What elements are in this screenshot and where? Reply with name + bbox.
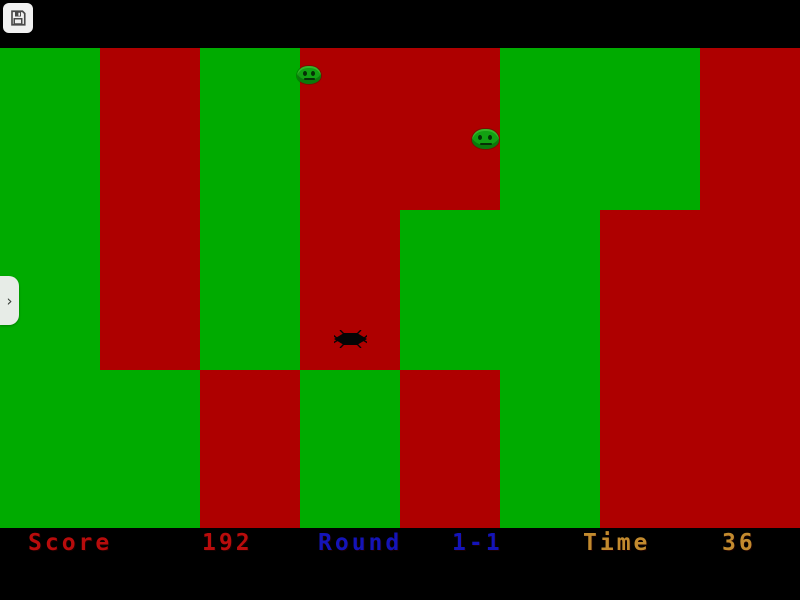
spider-sprite [332,329,369,349]
terrain-band [0,48,800,210]
terrain-segment-green [500,370,600,528]
panel-toggle-button[interactable]: › [0,276,19,325]
terrain-segment-green [0,370,200,528]
terrain-segment-green [500,48,700,210]
terrain-segment-red [600,370,800,528]
chevron-right-icon: › [6,291,13,310]
terrain-segment-red [100,48,200,210]
terrain-segment-red [100,210,200,370]
bug-sprite-1 [297,66,321,84]
terrain-segment-red [200,370,300,528]
status-bar: Score 192 Round 1-1 Time 36 [0,528,800,600]
time-value: 36 [722,530,756,556]
terrain-segment-red [300,48,500,210]
terrain-segment-green [200,48,300,210]
terrain-segment-red [600,210,800,370]
score-value: 192 [202,530,253,556]
terrain-segment-green [200,210,300,370]
terrain-segment-red [400,370,500,528]
top-letterbox-bar [0,0,800,48]
round-label: Round [318,530,403,556]
terrain-band [0,210,800,370]
bug-sprite-2 [472,129,499,149]
terrain-segment-green [300,370,400,528]
time-label: Time [583,530,651,556]
game-playfield[interactable] [0,48,800,528]
terrain-segment-green [400,210,600,370]
score-label: Score [28,530,113,556]
floppy-disk-icon [9,9,27,27]
terrain-segment-green [0,48,100,210]
save-button[interactable] [3,3,33,33]
terrain-band [0,370,800,528]
terrain-segment-red [700,48,800,210]
round-value: 1-1 [452,530,503,556]
